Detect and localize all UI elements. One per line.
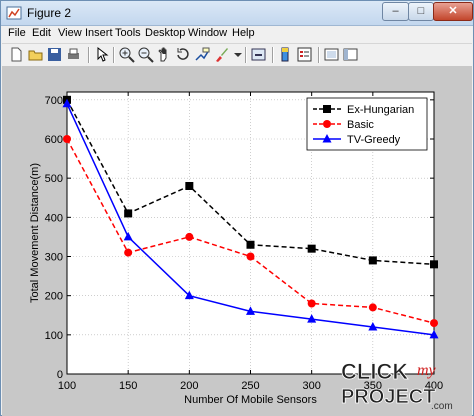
y-tick-label: 0: [57, 369, 63, 381]
data-cursor-icon[interactable]: [194, 46, 211, 63]
data-point-1: [124, 248, 133, 257]
toolbar-separator: [113, 47, 115, 63]
menu-insert[interactable]: Insert: [85, 27, 113, 39]
zoom-out-icon[interactable]: [137, 46, 154, 63]
data-point-0: [307, 244, 316, 253]
svg-text:my: my: [417, 362, 437, 379]
legend-label: TV-Greedy: [347, 134, 401, 146]
data-point-1: [246, 252, 255, 261]
x-tick-label: 200: [180, 380, 198, 392]
legend: Ex-Hungarian Basic TV-Greedy: [306, 97, 428, 151]
figure-canvas: 0 100 200 300 400 500 600 700 100 150 200 250 300 350…: [2, 66, 472, 416]
svg-text:.com: .com: [431, 401, 453, 411]
matlab-figure-icon: [6, 6, 22, 20]
data-point-2: [307, 314, 317, 323]
data-point-2: [62, 98, 72, 108]
menu-help[interactable]: Help: [232, 27, 255, 39]
y-tick-label: 100: [45, 330, 63, 342]
rotate-3d-icon[interactable]: [175, 46, 192, 63]
x-tick-label: 300: [302, 380, 320, 392]
data-point-0: [124, 209, 133, 218]
data-point-0: [430, 260, 438, 269]
x-tick-label: 350: [364, 380, 382, 392]
y-axis-label: Total Movement Distance(m): [29, 163, 41, 303]
toolbar-separator: [272, 47, 274, 63]
window-title: Figure 2: [27, 6, 72, 20]
x-tick-label: 400: [425, 380, 443, 392]
data-point-2: [368, 322, 378, 331]
y-tick-label: 700: [45, 95, 63, 107]
print-icon[interactable]: [65, 46, 82, 63]
x-axis-label: Number Of Mobile Sensors: [184, 394, 317, 406]
watermark-logo: CLICK my PROJECT .com: [341, 359, 453, 411]
menu-window[interactable]: Window: [188, 27, 228, 39]
y-tick-label: 500: [45, 173, 63, 185]
close-button[interactable]: ✕: [433, 2, 473, 21]
maximize-button[interactable]: □: [408, 2, 434, 21]
open-file-icon[interactable]: [27, 46, 44, 63]
x-tick-label: 150: [119, 380, 137, 392]
data-point-2: [246, 306, 255, 315]
data-point-0: [246, 240, 255, 249]
menu-file[interactable]: File: [8, 27, 26, 39]
menu-edit[interactable]: Edit: [32, 27, 51, 39]
zoom-in-icon[interactable]: [118, 46, 135, 63]
x-tick-label: 250: [241, 380, 259, 392]
data-point-1: [307, 299, 316, 308]
svg-text:CLICK: CLICK: [341, 359, 408, 384]
figure-toolbar: [2, 43, 472, 67]
show-plot-tools-icon[interactable]: [342, 46, 359, 63]
data-point-0: [368, 256, 377, 265]
y-tick-label: 600: [45, 134, 63, 146]
menu-bar: File Edit View Insert Tools Desktop Wind…: [2, 26, 472, 42]
data-point-1: [368, 303, 377, 312]
data-point-2: [184, 290, 194, 300]
new-figure-icon[interactable]: [8, 46, 25, 63]
brush-icon[interactable]: [213, 46, 230, 63]
x-tick-label: 100: [58, 380, 76, 392]
edit-plot-arrow-icon[interactable]: [93, 46, 110, 63]
link-plot-icon[interactable]: [250, 46, 267, 63]
toolbar-separator: [318, 47, 320, 63]
menu-tools[interactable]: Tools: [115, 27, 141, 39]
colorbar-icon[interactable]: [277, 46, 294, 63]
data-point-1: [430, 319, 438, 328]
legend-marker: [323, 105, 331, 113]
pan-hand-icon[interactable]: [156, 46, 173, 63]
y-tick-label: 300: [45, 252, 63, 264]
legend-label: Basic: [347, 119, 374, 131]
toolbar-separator: [245, 47, 247, 63]
data-point-1: [63, 135, 71, 143]
hide-plot-tools-icon[interactable]: [323, 46, 340, 63]
legend-marker: [322, 134, 332, 143]
menu-desktop[interactable]: Desktop: [145, 27, 186, 39]
title-bar[interactable]: Figure 2 – □ ✕: [1, 1, 473, 26]
data-point-0: [185, 182, 194, 190]
legend-marker: [323, 120, 331, 128]
minimize-button[interactable]: –: [382, 2, 409, 21]
y-tick-label: 400: [45, 212, 63, 224]
y-tick-label: 200: [45, 291, 63, 303]
data-point-1: [185, 232, 194, 241]
data-point-2: [123, 231, 133, 241]
chevron-down-icon[interactable]: [230, 46, 247, 63]
legend-label: Ex-Hungarian: [347, 104, 414, 116]
legend-icon[interactable]: [296, 46, 313, 63]
save-icon[interactable]: [46, 46, 63, 63]
svg-text:PROJECT: PROJECT: [341, 386, 435, 408]
menu-view[interactable]: View: [58, 27, 82, 39]
data-point-2: [429, 329, 439, 339]
toolbar-separator: [88, 47, 90, 63]
